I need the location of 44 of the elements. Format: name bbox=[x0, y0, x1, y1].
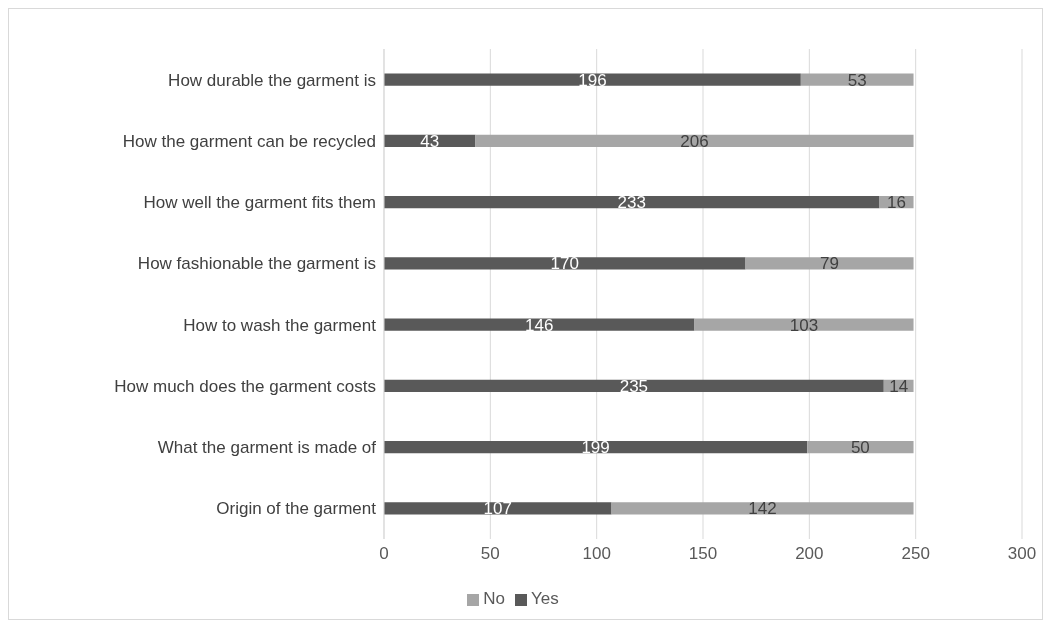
bar bbox=[384, 502, 612, 515]
bar bbox=[745, 257, 914, 270]
bar bbox=[384, 73, 801, 86]
data-label: 50 bbox=[850, 438, 870, 458]
data-label: 43 bbox=[420, 131, 440, 151]
bar bbox=[384, 379, 884, 392]
y-tick-label: How to wash the garment bbox=[183, 315, 377, 335]
x-tick-label: 200 bbox=[795, 544, 824, 564]
bar bbox=[384, 441, 808, 454]
data-label: 196 bbox=[578, 70, 607, 90]
x-tick-label: 0 bbox=[379, 544, 389, 564]
y-tick-label: Origin of the garment bbox=[216, 499, 377, 519]
bar bbox=[475, 134, 914, 147]
data-label: 206 bbox=[680, 131, 709, 151]
bar bbox=[611, 502, 914, 515]
y-tick-label: How fashionable the garment is bbox=[137, 254, 376, 274]
y-tick-label: How much does the garment costs bbox=[114, 376, 376, 396]
data-label: 103 bbox=[789, 315, 819, 335]
data-label: 199 bbox=[581, 438, 610, 458]
data-label: 16 bbox=[887, 193, 906, 213]
bar bbox=[384, 196, 880, 209]
x-tick-label: 300 bbox=[1007, 544, 1037, 564]
y-tick-label: How durable the garment is bbox=[168, 70, 376, 90]
bar bbox=[694, 318, 914, 331]
y-tick-label: How the garment can be recycled bbox=[122, 131, 376, 151]
data-label: 146 bbox=[525, 315, 554, 335]
data-label: 170 bbox=[550, 254, 579, 274]
data-label: 53 bbox=[847, 70, 867, 90]
x-tick-label: 250 bbox=[901, 544, 930, 564]
bar bbox=[384, 257, 746, 270]
data-label: 233 bbox=[617, 193, 646, 213]
x-tick-label: 100 bbox=[582, 544, 611, 564]
legend-label: Yes bbox=[531, 589, 559, 608]
data-label: 142 bbox=[748, 499, 777, 519]
legend-label: No bbox=[483, 589, 505, 608]
data-label: 235 bbox=[619, 376, 649, 396]
y-tick-label: How well the garment fits them bbox=[143, 193, 376, 213]
x-tick-label: 150 bbox=[688, 544, 718, 564]
x-tick-label: 50 bbox=[480, 544, 500, 564]
bar bbox=[384, 318, 695, 331]
data-label: 107 bbox=[483, 499, 512, 519]
y-tick-label: What the garment is made of bbox=[157, 438, 377, 458]
data-label: 14 bbox=[889, 376, 909, 396]
data-label: 79 bbox=[820, 254, 839, 274]
